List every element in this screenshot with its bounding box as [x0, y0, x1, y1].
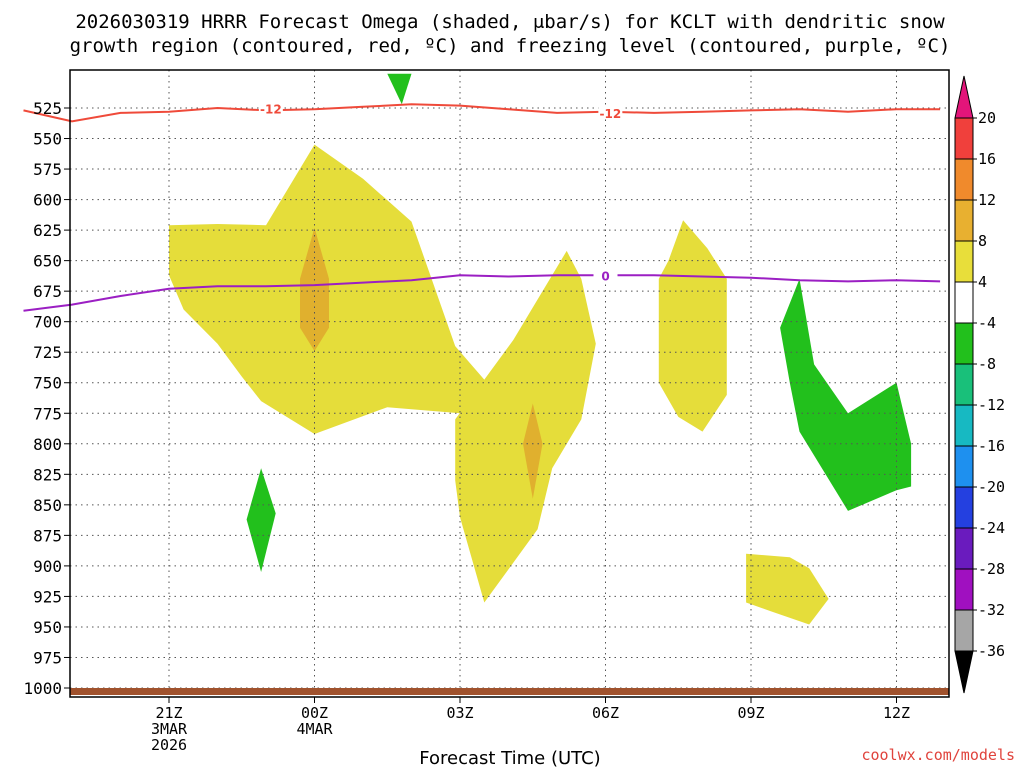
colorbar-top-arrow	[954, 75, 974, 119]
omega-region-8	[387, 73, 412, 105]
chart-title-line-1: 2026030319 HRRR Forecast Omega (shaded, …	[75, 11, 945, 33]
y-tick-label-975: 975	[33, 648, 62, 667]
colorbar-band-4	[954, 281, 974, 324]
x-tick-label-10-0: 06Z	[592, 704, 619, 722]
colorbar-label-4: 4	[978, 273, 987, 291]
x-tick-label-4-0: 00Z	[301, 704, 328, 722]
y-tick-label-600: 600	[33, 191, 62, 210]
x-tick-label-4-1: 4MAR	[296, 720, 333, 738]
y-tick-label-775: 775	[33, 404, 62, 423]
colorbar-band-6	[954, 363, 974, 406]
contour-label-dendritic-1-bg	[258, 100, 283, 115]
colorbar-label-1: 16	[978, 150, 996, 168]
omega-region-2	[658, 220, 727, 432]
y-tick-label-700: 700	[33, 313, 62, 332]
contour-label-dendritic-1: -12	[260, 103, 282, 117]
omega-region-7	[246, 468, 276, 572]
y-tick-label-1000: 1000	[23, 679, 62, 698]
colorbar-band-5	[954, 322, 974, 365]
y-tick-label-825: 825	[33, 465, 62, 484]
colorbar-label-7: -12	[978, 396, 1005, 414]
x-tick-label-1-2: 2026	[151, 736, 187, 754]
y-tick-label-625: 625	[33, 221, 62, 240]
contour-label-dendritic-2-bg	[598, 104, 623, 119]
y-tick-label-800: 800	[33, 435, 62, 454]
omega-region-6	[780, 278, 912, 511]
colorbar-label-11: -28	[978, 560, 1005, 578]
colorbar-band-3	[954, 240, 974, 283]
y-tick-label-925: 925	[33, 587, 62, 606]
colorbar-band-7	[954, 404, 974, 447]
colorbar-label-10: -24	[978, 519, 1005, 537]
y-tick-label-900: 900	[33, 557, 62, 576]
y-tick-label-725: 725	[33, 343, 62, 362]
contour-line-freezing	[23, 274, 941, 312]
y-tick-label-750: 750	[33, 374, 62, 393]
omega-region-4	[300, 227, 329, 351]
surface-layer	[70, 688, 949, 695]
colorbar-band-8	[954, 445, 974, 488]
colorbar-label-0: 20	[978, 109, 996, 127]
x-tick-label-1-0: 21Z	[155, 704, 182, 722]
plot-frame	[69, 69, 950, 698]
y-tick-label-850: 850	[33, 496, 62, 515]
colorbar-bottom-arrow	[954, 650, 974, 694]
y-tick-label-950: 950	[33, 618, 62, 637]
colorbar-label-2: 12	[978, 191, 996, 209]
colorbar-label-5: -4	[978, 314, 996, 332]
omega-region-3	[746, 553, 829, 625]
colorbar-label-13: -36	[978, 642, 1005, 660]
y-tick-label-650: 650	[33, 252, 62, 271]
credit-text: coolwx.com/models	[861, 746, 1015, 764]
y-tick-label-550: 550	[33, 130, 62, 149]
colorbar-label-9: -20	[978, 478, 1005, 496]
y-tick-label-575: 575	[33, 160, 62, 179]
contour-label-freezing-bg	[593, 267, 618, 282]
colorbar-band-2	[954, 199, 974, 242]
contour-label-freezing: 0	[601, 269, 609, 283]
x-tick-label-16-0: 12Z	[883, 704, 910, 722]
colorbar-label-3: 8	[978, 232, 987, 250]
colorbar-band-0	[954, 117, 974, 160]
colorbar-band-10	[954, 527, 974, 570]
x-tick-label-13-0: 09Z	[737, 704, 764, 722]
omega-shading-layer	[169, 73, 912, 625]
colorbar-band-12	[954, 609, 974, 652]
omega-region-0	[169, 144, 490, 434]
y-tick-label-525: 525	[33, 99, 62, 118]
colorbar-band-1	[954, 158, 974, 201]
colorbar: 20 16 12 8 4 -4 -8 -12 -16 -20 -24 -28 -32 -36	[954, 75, 1005, 694]
omega-region-5	[523, 403, 543, 499]
contour-layer: -12 -12 0	[23, 100, 941, 312]
x-tick-label-7-0: 03Z	[446, 704, 473, 722]
chart-title-line-2: growth region (contoured, red, ºC) and f…	[70, 35, 951, 57]
surface-ground	[70, 688, 949, 695]
y-tick-label-875: 875	[33, 526, 62, 545]
contour-label-dendritic-2: -12	[600, 107, 622, 121]
colorbar-label-12: -32	[978, 601, 1005, 619]
colorbar-label-6: -8	[978, 355, 996, 373]
y-tick-label-675: 675	[33, 282, 62, 301]
omega-region-1	[455, 250, 596, 603]
colorbar-label-8: -16	[978, 437, 1005, 455]
x-tick-label-1-1: 3MAR	[151, 720, 188, 738]
colorbar-band-9	[954, 486, 974, 529]
x-axis-title: Forecast Time (UTC)	[419, 748, 600, 768]
y-axis: 525 550 575 600 625 650 675 700 725 750 775 800 825 8…	[23, 99, 70, 698]
colorbar-band-11	[954, 568, 974, 611]
contour-line-dendritic	[23, 103, 941, 123]
